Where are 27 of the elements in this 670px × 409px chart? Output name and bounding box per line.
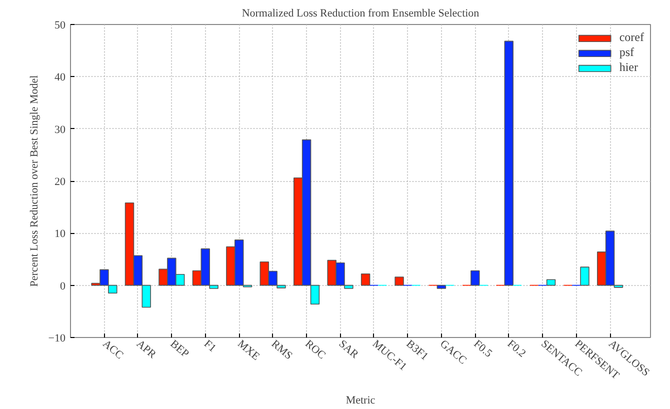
x-tick-label: BEP — [168, 338, 191, 360]
y-tick-label: −10 — [48, 332, 66, 344]
bar — [470, 270, 480, 286]
x-tick-label: ACC — [100, 338, 126, 362]
bar — [546, 279, 556, 286]
x-axis-title: Metric — [346, 394, 376, 406]
y-tick-label: 30 — [54, 124, 66, 136]
legend-label: coref — [619, 30, 644, 45]
y-axis-title: Percent Loss Reduction over Best Single Model — [28, 75, 40, 287]
legend-label: psf — [619, 45, 636, 60]
x-tick-label: SAR — [336, 338, 362, 362]
bar — [436, 284, 446, 289]
legend-label: hier — [619, 60, 639, 75]
bar — [360, 273, 370, 286]
y-tick-label: 50 — [54, 20, 66, 32]
chart-title: Normalized Loss Reduction from Ensemble Selection — [242, 8, 480, 20]
bar — [394, 276, 404, 286]
x-tick-label: F0.5 — [471, 338, 495, 360]
y-tick-label: 10 — [54, 228, 66, 240]
x-tick-label: F1 — [202, 338, 218, 355]
x-tick-label: F0.2 — [505, 338, 528, 360]
y-tick-label: 40 — [54, 72, 66, 84]
x-tick-label: APR — [134, 338, 159, 362]
bar — [580, 266, 590, 286]
y-tick-label: 0 — [60, 280, 66, 292]
y-tick-label: 20 — [54, 176, 66, 188]
bar — [504, 40, 514, 286]
